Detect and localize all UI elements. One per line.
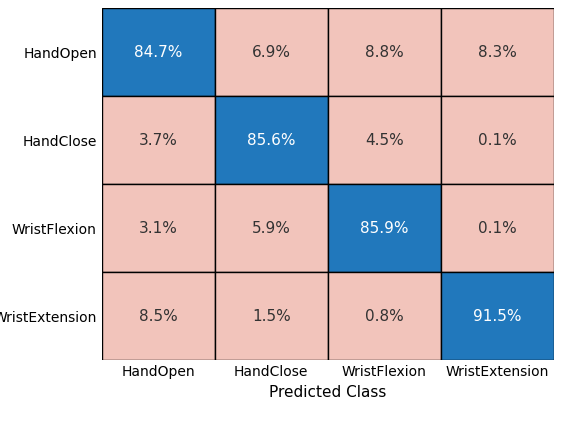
Text: 1.5%: 1.5% <box>252 309 290 324</box>
Bar <box>441 273 554 360</box>
Text: 85.9%: 85.9% <box>360 221 408 236</box>
Bar <box>328 97 441 184</box>
Bar <box>441 8 554 97</box>
Text: 0.1%: 0.1% <box>478 221 516 236</box>
Bar <box>102 273 215 360</box>
Bar <box>441 184 554 273</box>
Text: 5.9%: 5.9% <box>252 221 290 236</box>
Text: 8.5%: 8.5% <box>139 309 177 324</box>
Text: 85.6%: 85.6% <box>247 133 295 148</box>
Text: 8.8%: 8.8% <box>365 45 403 60</box>
Text: 4.5%: 4.5% <box>365 133 403 148</box>
Text: 6.9%: 6.9% <box>251 45 291 60</box>
Bar <box>215 97 328 184</box>
Bar <box>215 273 328 360</box>
Bar <box>102 97 215 184</box>
Text: 8.3%: 8.3% <box>478 45 516 60</box>
Text: 91.5%: 91.5% <box>473 309 521 324</box>
Bar <box>215 184 328 273</box>
Text: 0.1%: 0.1% <box>478 133 516 148</box>
Bar <box>328 8 441 97</box>
Bar <box>328 273 441 360</box>
Text: 84.7%: 84.7% <box>134 45 182 60</box>
Text: 0.8%: 0.8% <box>365 309 403 324</box>
Bar <box>328 184 441 273</box>
Bar <box>441 97 554 184</box>
X-axis label: Predicted Class: Predicted Class <box>269 385 386 400</box>
Bar <box>102 8 215 97</box>
Text: 3.1%: 3.1% <box>139 221 177 236</box>
Bar <box>215 8 328 97</box>
Text: 3.7%: 3.7% <box>139 133 177 148</box>
Bar <box>102 184 215 273</box>
